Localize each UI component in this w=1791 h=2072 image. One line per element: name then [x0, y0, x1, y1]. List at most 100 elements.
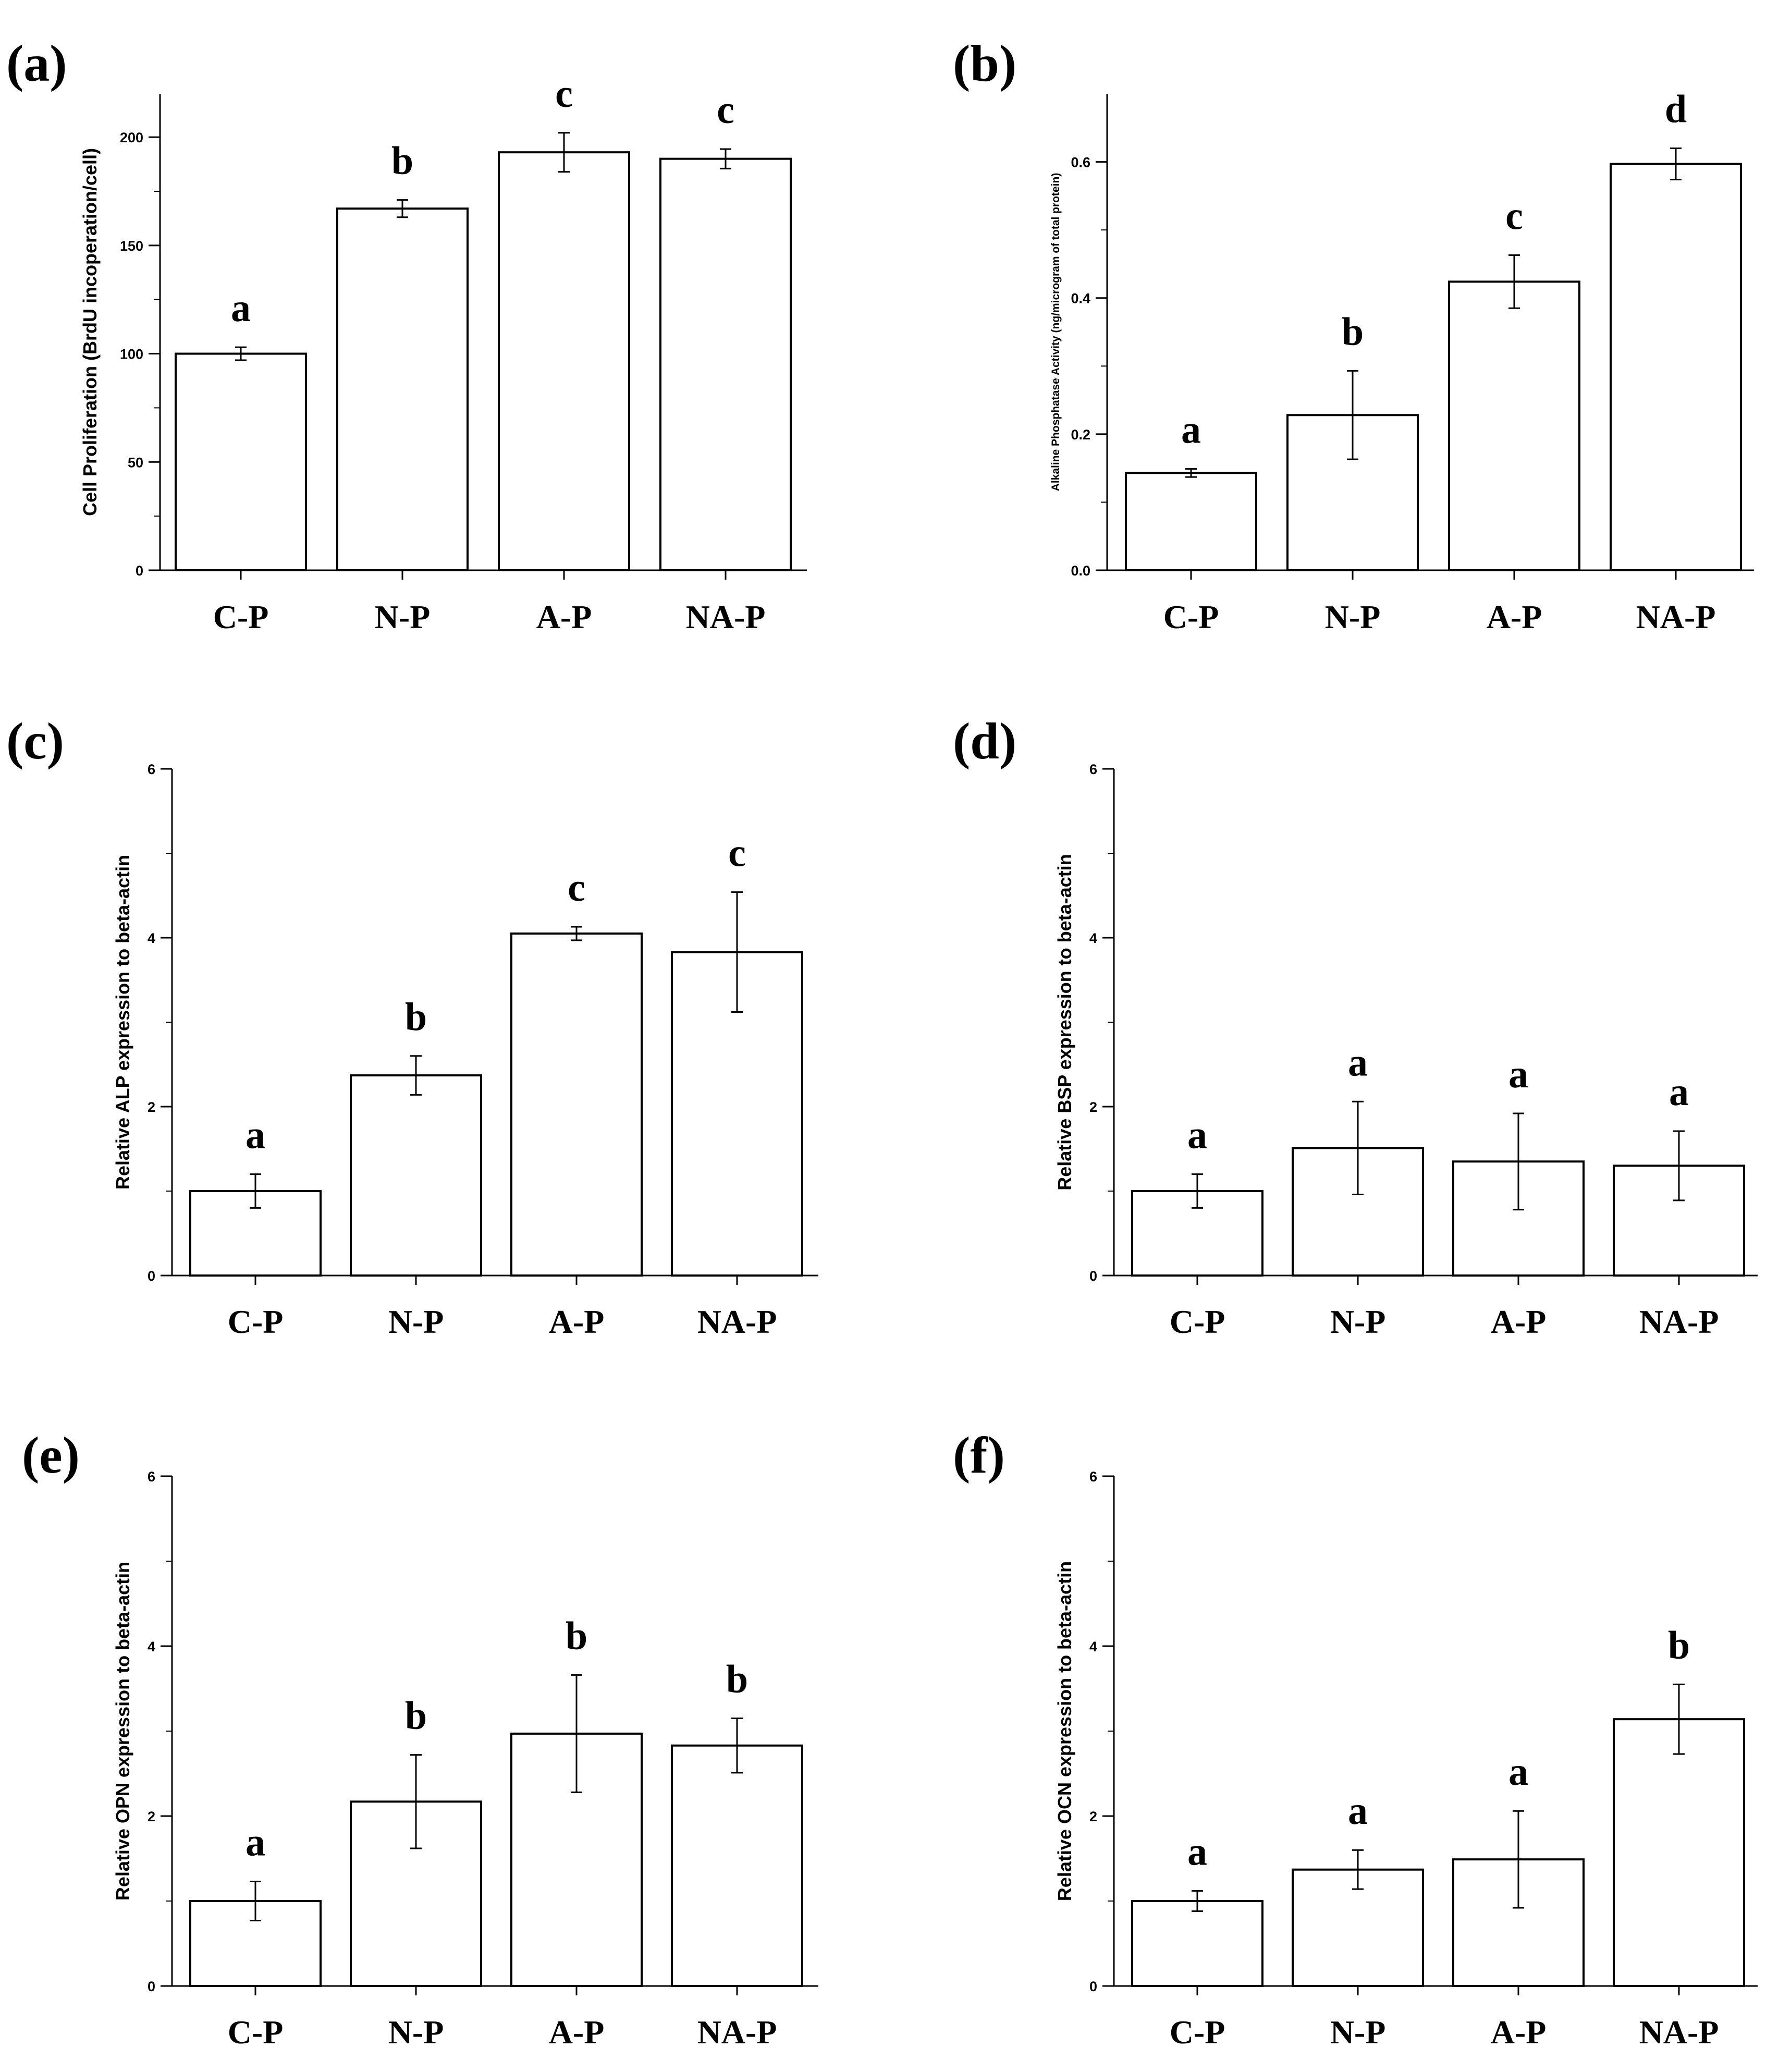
significance-label: c [728, 831, 746, 875]
x-category-label: C-P [213, 598, 269, 635]
x-category-label: A-P [549, 1303, 605, 1340]
significance-label: b [405, 1694, 427, 1738]
x-category-label: A-P [549, 2014, 605, 2051]
y-axis-label: Cell Proliferation (BrdU incoperation/ce… [79, 148, 101, 516]
significance-label: b [1668, 1623, 1690, 1667]
bar-na-p [659, 157, 792, 571]
significance-label: a [1348, 1789, 1368, 1833]
y-tick-label: 0 [1089, 1268, 1097, 1284]
y-tick-label: 0 [136, 563, 143, 579]
significance-label: c [1505, 194, 1523, 238]
bar-c-p [1131, 1900, 1263, 1987]
x-category-label: NA-P [1639, 1303, 1719, 1340]
x-category-label: A-P [1491, 2014, 1547, 2051]
y-tick-label: 4 [148, 1639, 155, 1654]
bar-c-p [1125, 472, 1257, 571]
panel-label: (c) [6, 712, 64, 770]
significance-label: c [555, 72, 573, 116]
panel-label: (f) [953, 1426, 1005, 1484]
x-category-label: A-P [1491, 1303, 1547, 1340]
chart-panel-e: (e) 0 2 4 6 Relative OPN expression to beta-a… [22, 1426, 818, 2051]
y-tick-label: 0.4 [1071, 291, 1090, 306]
significance-label: b [405, 995, 427, 1039]
significance-label: c [717, 88, 734, 132]
significance-label: a [1508, 1052, 1528, 1096]
significance-label: b [1342, 310, 1364, 353]
significance-label: a [1508, 1750, 1528, 1794]
y-tick-label: 2 [1089, 1099, 1097, 1115]
bar-a-p [1448, 280, 1580, 571]
significance-label: a [1187, 1830, 1207, 1873]
significance-label: b [391, 139, 413, 183]
y-tick-label: 0 [148, 1979, 155, 1994]
y-tick-label: 200 [120, 130, 143, 145]
y-tick-label: 4 [148, 930, 155, 946]
significance-label: b [726, 1658, 748, 1701]
y-axis-label: Relative OPN expression to beta-actin [112, 1562, 133, 1901]
x-category-label: A-P [1487, 598, 1542, 635]
panel-label: (e) [22, 1426, 80, 1484]
significance-label: a [1669, 1070, 1689, 1114]
y-tick-label: 50 [128, 455, 143, 470]
x-category-label: NA-P [686, 598, 766, 635]
y-tick-label: 0.2 [1071, 427, 1090, 443]
y-tick-label: 0.0 [1071, 563, 1090, 579]
x-category-label: N-P [375, 598, 431, 635]
x-category-label: NA-P [1639, 2014, 1719, 2051]
bar-na-p [1610, 163, 1742, 571]
bar-na-p [671, 1744, 803, 1987]
y-axis-label: Alkaline Phosphatase Activity (ng/microg… [1050, 173, 1062, 492]
significance-label: d [1665, 87, 1687, 131]
significance-label: c [568, 866, 585, 910]
y-tick-label: 6 [148, 1469, 155, 1485]
y-tick-label: 2 [1089, 1809, 1097, 1824]
y-tick-label: 0 [1089, 1979, 1097, 1994]
significance-label: a [231, 286, 251, 330]
y-tick-label: 2 [148, 1099, 155, 1115]
chart-panel-b: (b) 0.0 0.2 0.4 0.6 Alkaline Phosphatase Acti… [953, 34, 1754, 635]
panel-label: (a) [6, 34, 67, 92]
x-category-label: N-P [1330, 2014, 1386, 2051]
x-category-label: N-P [1325, 598, 1381, 635]
x-category-label: C-P [1170, 2014, 1225, 2051]
y-tick-label: 6 [1089, 1469, 1097, 1485]
bar-n-p [336, 207, 469, 571]
x-category-label: N-P [388, 2014, 444, 2051]
x-category-label: NA-P [697, 2014, 777, 2051]
bar-n-p [350, 1074, 482, 1277]
significance-label: a [246, 1113, 265, 1157]
chart-panel-a: (a) 0 50 100 150 200 Cell Proliferation (BrdU … [6, 34, 807, 635]
y-tick-label: 150 [120, 238, 143, 254]
significance-label: a [1348, 1040, 1368, 1084]
significance-label: a [246, 1821, 265, 1865]
y-tick-label: 4 [1089, 930, 1097, 946]
x-category-label: A-P [536, 598, 592, 635]
x-category-label: C-P [228, 1303, 284, 1340]
chart-panel-d: (d) 0 2 4 6 Relative BSP expression to beta-a… [953, 712, 1758, 1340]
x-category-label: N-P [388, 1303, 444, 1340]
y-tick-label: 0.6 [1071, 155, 1090, 170]
y-axis-label: Relative OCN expression to beta-actin [1054, 1561, 1075, 1901]
y-tick-label: 2 [148, 1809, 155, 1824]
bar-c-p [175, 352, 307, 572]
panel-label: (d) [953, 712, 1016, 770]
x-category-label: NA-P [697, 1303, 777, 1340]
y-tick-label: 6 [148, 762, 155, 777]
x-category-label: C-P [228, 2014, 284, 2051]
y-tick-label: 6 [1089, 762, 1097, 777]
bar-a-p [510, 932, 643, 1277]
bar-a-p [498, 151, 630, 571]
bar-na-p [1613, 1718, 1745, 1987]
chart-panel-c: (c) 0 2 4 6 Relative ALP expression to beta-a… [6, 712, 818, 1340]
x-category-label: NA-P [1636, 598, 1716, 635]
x-category-label: C-P [1170, 1303, 1225, 1340]
y-tick-label: 100 [120, 347, 143, 362]
significance-label: a [1187, 1113, 1207, 1157]
panel-label: (b) [953, 34, 1016, 92]
y-axis-label: Relative ALP expression to beta-actin [112, 855, 133, 1190]
y-axis-label: Relative BSP expression to beta-actin [1054, 854, 1075, 1191]
x-category-label: N-P [1330, 1303, 1386, 1340]
significance-label: b [566, 1614, 587, 1658]
